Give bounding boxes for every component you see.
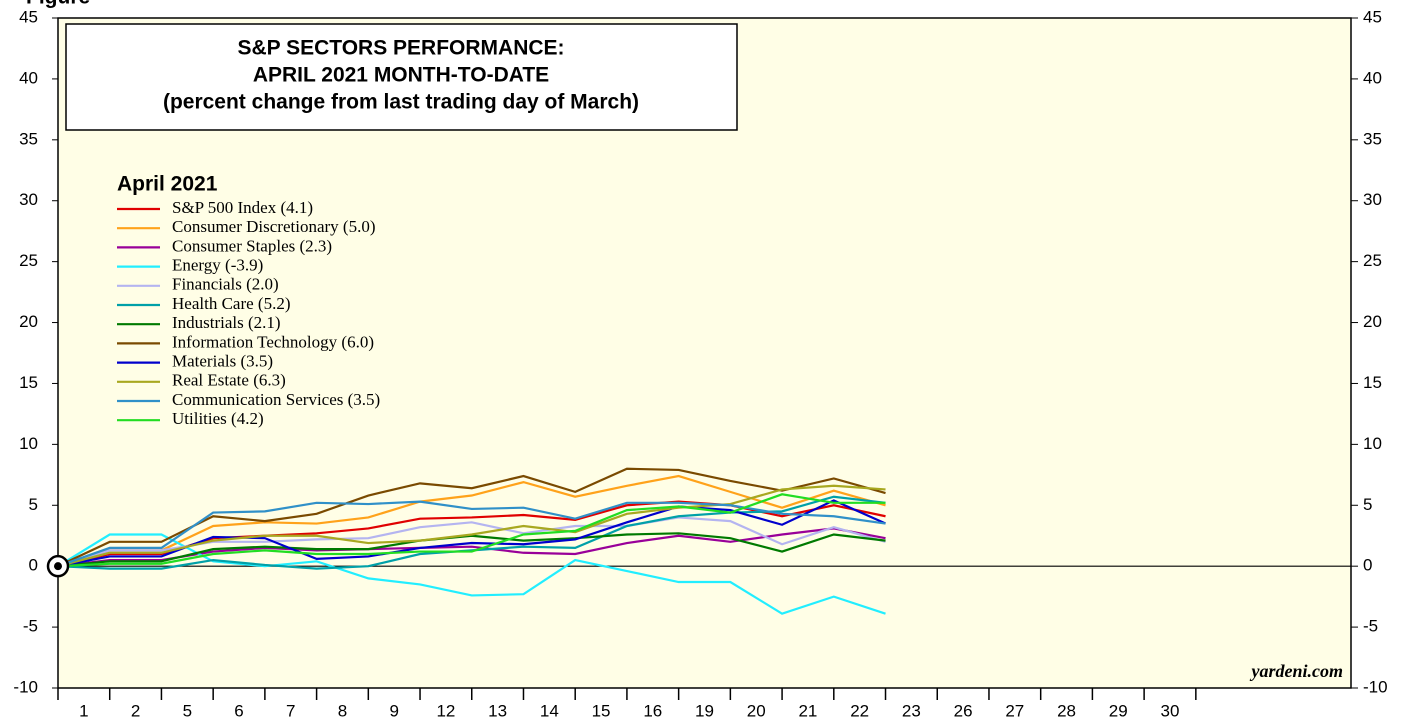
y-tick-label: 10 <box>1363 434 1382 453</box>
y-tick-label: 20 <box>1363 312 1382 331</box>
legend-label: Consumer Discretionary (5.0) <box>172 217 375 236</box>
y-tick-label: 0 <box>1363 556 1372 575</box>
x-tick-label: 19 <box>695 701 714 720</box>
legend-label: Communication Services (3.5) <box>172 390 380 409</box>
y-tick-label: 35 <box>1363 129 1382 148</box>
series-line <box>57 474 886 568</box>
y-tick-label: 25 <box>19 251 38 270</box>
y-tick-label: 20 <box>19 312 38 331</box>
y-tick-label: 15 <box>19 373 38 392</box>
y-tick-label: 35 <box>19 129 38 148</box>
x-tick-label: 12 <box>436 701 455 720</box>
legend-label: Consumer Staples (2.3) <box>172 236 332 255</box>
x-tick-label: 30 <box>1161 701 1180 720</box>
x-tick-label: 26 <box>954 701 973 720</box>
x-tick-label: 8 <box>338 701 347 720</box>
x-tick-label: 28 <box>1057 701 1076 720</box>
y-tick-label: 30 <box>19 190 38 209</box>
legend-label: Energy (-3.9) <box>172 256 263 275</box>
legend-title: April 2021 <box>117 173 218 196</box>
x-tick-label: 21 <box>798 701 817 720</box>
x-tick-label: 9 <box>389 701 398 720</box>
series-line <box>57 484 886 568</box>
x-tick-label: 20 <box>747 701 766 720</box>
chart-title: (percent change from last trading day of… <box>163 91 639 114</box>
x-tick-label: 2 <box>131 701 140 720</box>
series-line <box>57 493 886 568</box>
y-tick-label: -10 <box>13 677 38 696</box>
y-tick-label: 45 <box>1363 7 1382 26</box>
series-line <box>57 532 886 568</box>
y-tick-label: 45 <box>19 7 38 26</box>
y-tick-label: 10 <box>19 434 38 453</box>
x-tick-label: 16 <box>643 701 662 720</box>
chart-title: APRIL 2021 MONTH-TO-DATE <box>253 64 549 87</box>
legend-label: Financials (2.0) <box>172 275 279 294</box>
y-tick-label: -5 <box>23 617 38 636</box>
legend-label: Health Care (5.2) <box>172 294 290 313</box>
legend-label: Information Technology (6.0) <box>172 332 374 351</box>
x-tick-label: 6 <box>234 701 243 720</box>
legend-label: S&P 500 Index (4.1) <box>172 198 313 217</box>
series-line <box>57 527 886 568</box>
y-tick-label: 0 <box>29 556 38 575</box>
title-box <box>65 23 738 131</box>
y-tick-label: 40 <box>1363 68 1382 87</box>
x-tick-label: 27 <box>1005 701 1024 720</box>
x-tick-label: 5 <box>183 701 192 720</box>
series-line <box>57 495 886 570</box>
x-tick-label: 29 <box>1109 701 1128 720</box>
origin-marker <box>54 562 62 571</box>
legend-label: Utilities (4.2) <box>172 409 264 428</box>
figure-label: Figure <box>26 0 90 9</box>
y-tick-label: 30 <box>1363 190 1382 209</box>
y-tick-label: 5 <box>1363 495 1372 514</box>
y-tick-label: 5 <box>29 495 38 514</box>
y-tick-label: 40 <box>19 68 38 87</box>
legend-label: Real Estate (6.3) <box>172 371 286 390</box>
chart-title: S&P SECTORS PERFORMANCE: <box>237 37 564 60</box>
x-tick-label: 23 <box>902 701 921 720</box>
y-tick-label: -5 <box>1363 617 1378 636</box>
series-line <box>57 500 886 568</box>
x-tick-label: 13 <box>488 701 507 720</box>
annotation: yardeni.com <box>1250 661 1344 681</box>
y-tick-label: 25 <box>1363 251 1382 270</box>
x-tick-label: 1 <box>79 701 88 720</box>
y-tick-label: -10 <box>1363 677 1388 696</box>
x-tick-label: 14 <box>540 701 559 720</box>
x-tick-label: 22 <box>850 701 869 720</box>
legend-label: Materials (3.5) <box>172 352 273 371</box>
series-line <box>57 499 886 568</box>
y-tick-label: 15 <box>1363 373 1382 392</box>
x-tick-label: 7 <box>286 701 295 720</box>
x-tick-label: 15 <box>592 701 611 720</box>
legend-label: Industrials (2.1) <box>172 313 281 332</box>
